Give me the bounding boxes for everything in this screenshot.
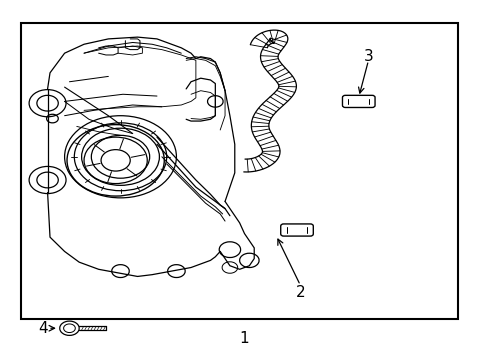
FancyBboxPatch shape — [280, 224, 313, 236]
Text: 4: 4 — [38, 321, 47, 336]
Bar — [21, 23, 458, 319]
Text: 1: 1 — [239, 332, 249, 346]
FancyBboxPatch shape — [342, 95, 374, 108]
Text: 2: 2 — [295, 285, 305, 300]
Text: 3: 3 — [363, 49, 373, 64]
